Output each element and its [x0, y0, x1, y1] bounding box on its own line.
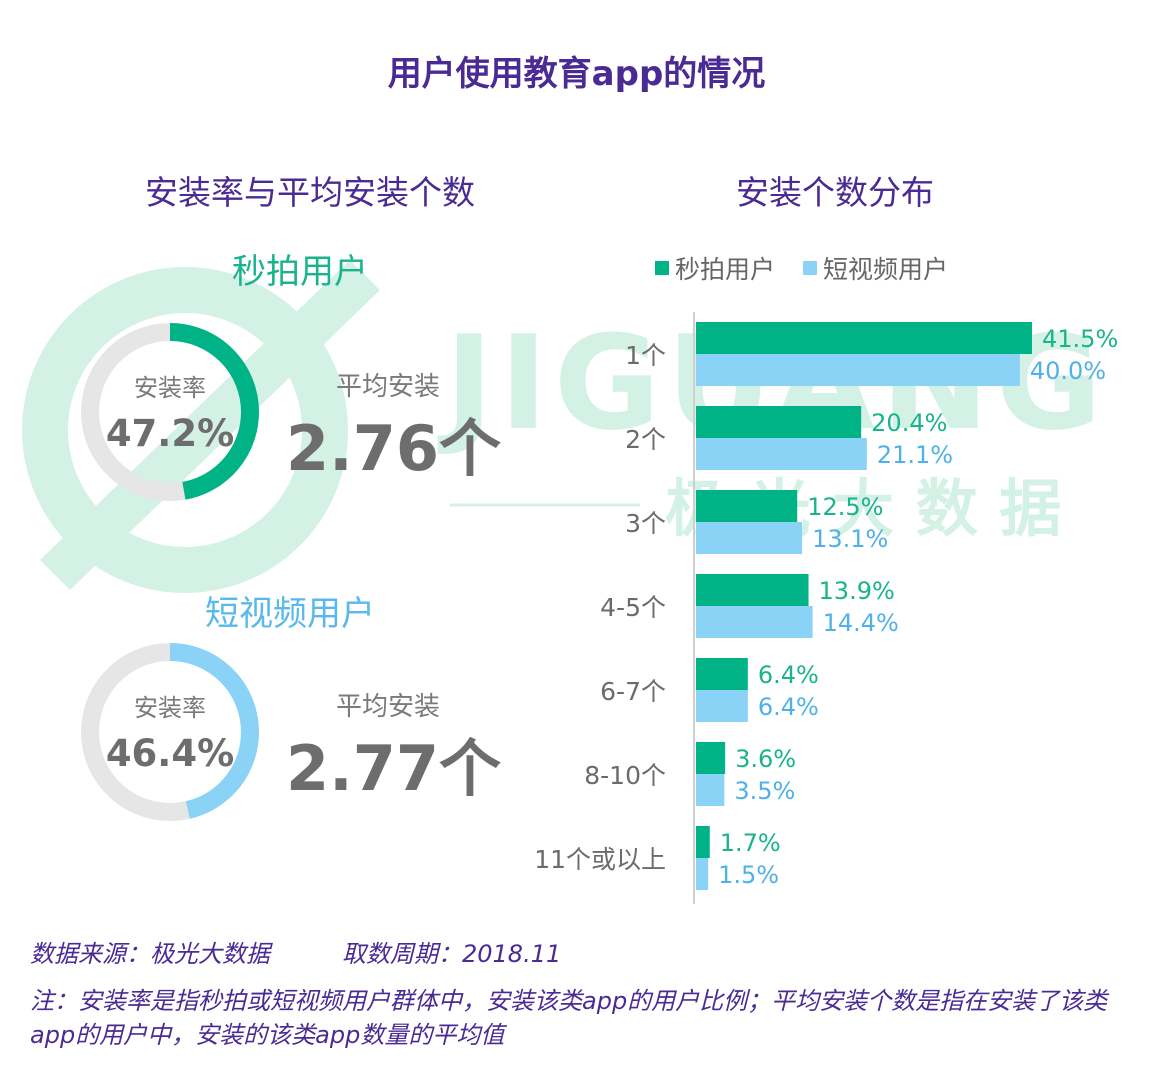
group-title-miaopai: 秒拍用户 — [232, 252, 368, 292]
group-title-short-video: 短视频用户 — [205, 594, 375, 634]
category-label: 1个 — [625, 341, 666, 370]
rate-value-miaopai: 47.2% — [105, 412, 235, 455]
data-label-short-video: 21.1% — [877, 441, 953, 469]
footnote: 注：安装率是指秒拍或短视频用户群体中，安装该类app的用户比例；平均安装个数是指… — [30, 987, 1108, 1049]
category-label: 11个或以上 — [534, 845, 666, 874]
data-label-miaopai: 6.4% — [758, 661, 819, 689]
data-label-miaopai: 41.5% — [1042, 325, 1118, 353]
category-label: 8-10个 — [584, 761, 666, 790]
category-label: 4-5个 — [600, 593, 666, 622]
data-label-miaopai: 3.6% — [735, 745, 796, 773]
avg-label-miaopai: 平均安装 — [335, 372, 440, 402]
data-source: 数据来源：极光大数据 取数周期：2018.11 — [30, 934, 561, 969]
bar-miaopai — [696, 490, 798, 522]
rate-label-miaopai: 安装率 — [134, 374, 206, 402]
bar-miaopai — [696, 658, 748, 690]
donut-miaopai — [81, 323, 259, 501]
donut-miaopai-arc — [81, 323, 259, 501]
chart-legend: 秒拍用户 短视频用户 — [655, 250, 948, 286]
data-label-miaopai: 20.4% — [871, 409, 947, 437]
data-label-short-video: 14.4% — [823, 609, 899, 637]
data-label-miaopai: 1.7% — [720, 829, 781, 857]
bar-short-video — [696, 438, 867, 470]
bar-miaopai — [696, 574, 809, 606]
donut-short-video — [81, 643, 259, 821]
legend-label-short-video: 短视频用户 — [823, 255, 949, 284]
page-title: 用户使用教育app的情况 — [387, 54, 766, 94]
distribution-chart-title: 安装个数分布 — [736, 173, 934, 212]
period-text: 取数周期：2018.11 — [342, 940, 562, 968]
bar-short-video — [696, 354, 1020, 386]
avg-value-short-video: 2.77个 — [286, 732, 501, 805]
bar-miaopai — [696, 742, 726, 774]
legend-swatch-short-video — [803, 261, 818, 275]
data-label-short-video: 1.5% — [718, 861, 779, 889]
source-text: 数据来源：极光大数据 — [30, 940, 270, 968]
bar-miaopai — [696, 826, 710, 858]
distribution-bar-chart: 1个 41.5% 40.0% 2个 20.4% 21.1% 3个 12.5% 13.1% 4-5个… — [534, 312, 1118, 904]
legend-label-miaopai: 秒拍用户 — [675, 255, 776, 284]
data-label-miaopai: 12.5% — [807, 493, 883, 521]
legend-item-miaopai: 秒拍用户 — [655, 250, 775, 286]
left-panel-title: 安装率与平均安装个数 — [145, 173, 475, 212]
donut-short-video-arc — [81, 643, 259, 821]
rate-value-short-video: 46.4% — [105, 732, 235, 775]
bar-short-video — [696, 858, 709, 890]
category-label: 3个 — [625, 509, 666, 538]
category-label: 2个 — [625, 425, 666, 454]
bar-short-video — [696, 522, 803, 554]
bar-miaopai — [696, 406, 862, 438]
avg-value-miaopai: 2.76个 — [286, 412, 501, 485]
data-label-short-video: 13.1% — [812, 525, 888, 553]
avg-label-short-video: 平均安装 — [335, 692, 440, 722]
bar-short-video — [696, 606, 813, 638]
bar-short-video — [696, 774, 725, 806]
bar-short-video — [696, 690, 748, 722]
rate-label-short-video: 安装率 — [134, 694, 206, 722]
data-label-miaopai: 13.9% — [819, 577, 895, 605]
data-label-short-video: 6.4% — [758, 693, 819, 721]
data-label-short-video: 40.0% — [1030, 357, 1106, 385]
bar-miaopai — [696, 322, 1032, 354]
legend-swatch-miaopai — [655, 261, 669, 275]
data-label-short-video: 3.5% — [734, 777, 795, 805]
legend-item-short-video: 短视频用户 — [803, 250, 948, 286]
category-label: 6-7个 — [600, 677, 666, 706]
